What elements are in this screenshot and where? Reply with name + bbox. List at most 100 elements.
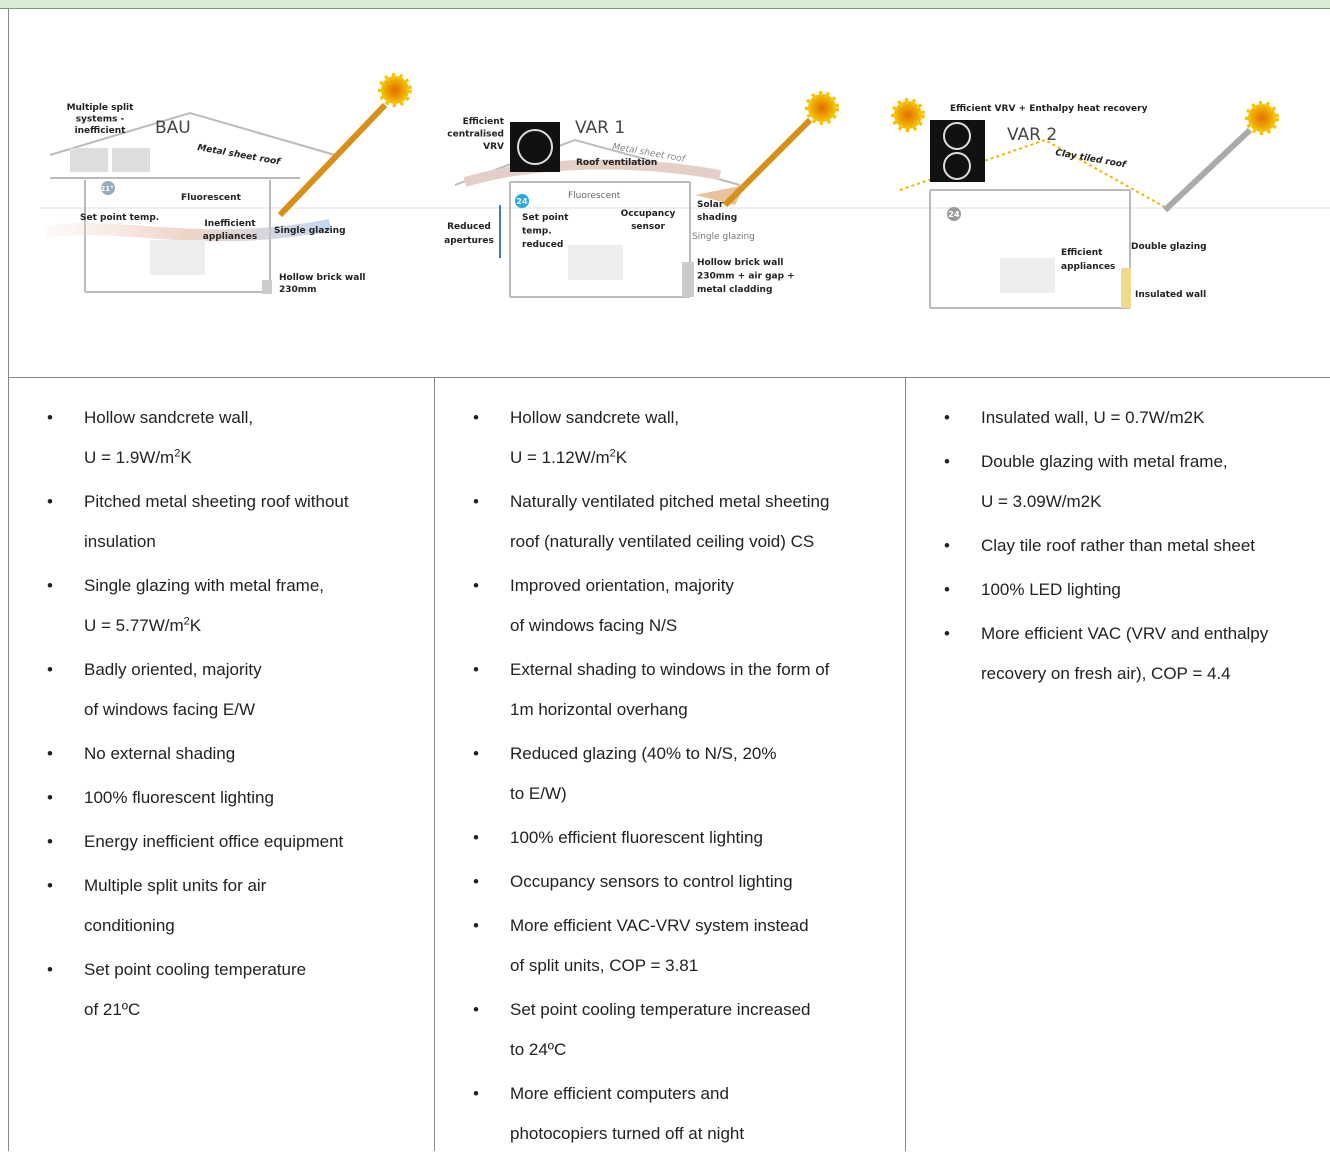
column: Hollow sandcrete wall,U = 1.9W/m2KPitche… — [8, 378, 434, 1151]
bullet-line: Naturally ventilated pitched metal sheet… — [510, 492, 830, 511]
bullet-line: U = 5.77W/m2K — [84, 606, 434, 646]
sun-ray — [277, 102, 388, 218]
bullet-line: More efficient VAC (VRV and enthalpy — [981, 624, 1269, 643]
var2-house — [929, 189, 1131, 309]
bullet-item: More efficient VAC (VRV and enthalpy reco… — [906, 614, 1330, 694]
bullet-line: recovery on fresh air), COP = 4.4 — [981, 664, 1231, 683]
diagram-label: Occupancy — [621, 209, 676, 219]
thermostat — [947, 207, 961, 221]
bullet-line: Set point cooling temperature increased — [510, 1000, 811, 1019]
wall-sample — [262, 280, 272, 294]
bullet-line: 100% fluorescent lighting — [84, 788, 274, 807]
bullet-line: of split units, COP = 3.81 — [510, 956, 699, 975]
diagram-label: 24 — [516, 197, 528, 206]
split-unit — [70, 148, 108, 172]
bullet-line: insulation — [84, 532, 156, 551]
bullet-line: No external shading — [84, 744, 236, 763]
diagram-label: Hollow brick wall — [697, 258, 784, 268]
bullet-item: Energy inefficient office equipment — [9, 822, 434, 862]
bullet-line: Hollow sandcrete wall, — [84, 408, 254, 427]
bullet-line: External shading to windows in the form … — [510, 660, 830, 679]
superscript: 2 — [609, 447, 616, 460]
diagram-label: Efficient — [1061, 248, 1103, 258]
bullet-line: conditioning — [84, 916, 175, 935]
bullet-line: of 21ºC — [84, 1000, 141, 1019]
bullet-line: Set point cooling temperature — [84, 960, 307, 979]
bullet-line: of windows facing E/W — [84, 700, 256, 719]
diagram-label: apertures — [444, 236, 494, 246]
diagram-label: Fluorescent — [181, 193, 242, 203]
bullet-item: Naturally ventilated pitched metal sheet… — [435, 482, 905, 562]
bullet-item: Clay tile roof rather than metal sheet — [906, 526, 1330, 566]
desk — [1000, 258, 1055, 293]
diagram-label: appliances — [203, 232, 257, 242]
bullet-line: Single glazing with metal frame, — [84, 576, 325, 595]
text-part: U = 5.77W/m — [84, 616, 184, 635]
diagram-label: 24 — [948, 210, 960, 219]
bullet-item: Set point cooling temperature of 21ºC — [9, 950, 434, 1030]
bullet-item: More efficient computers and photocopiers… — [435, 1074, 905, 1154]
diagram-label: Set point temp. — [80, 213, 159, 223]
diagram-label: Efficient — [463, 117, 505, 127]
bullet-item: Single glazing with metal frame, U = 5.77… — [9, 566, 434, 646]
bullet-item: Set point cooling temperature increased t… — [435, 990, 905, 1070]
bullet-item: Occupancy sensors to control lighting — [435, 862, 905, 902]
bullet-item: More efficient VAC-VRV system instead of … — [435, 906, 905, 986]
diagram-label: Inefficient — [204, 219, 256, 229]
thermostat — [101, 181, 115, 195]
bullet-item: Badly oriented, majority of windows facin… — [9, 650, 434, 730]
text-part: U = 1.9W/m — [84, 448, 175, 467]
bullet-line: U = 3.09W/m2K — [981, 492, 1102, 511]
bullet-line: Insulated wall, U = 0.7W/m2K — [981, 408, 1205, 427]
bullet-line: More efficient VAC-VRV system instead — [510, 916, 809, 935]
bullet-line: Reduced glazing (40% to N/S, 20% — [510, 744, 777, 763]
diagram-label: Solar — [697, 200, 724, 210]
diagram-label: Roof ventilation — [576, 158, 657, 168]
diagram-label: appliances — [1061, 262, 1115, 272]
air-flow — [44, 219, 332, 242]
desk — [150, 240, 205, 275]
diagram-label: systems - — [76, 115, 125, 125]
bau-house — [49, 111, 336, 293]
diagram-label: 230mm — [279, 285, 317, 295]
wall-sample — [1121, 268, 1131, 308]
sun — [891, 98, 925, 132]
diagram-label: Clay tiled roof — [1054, 148, 1127, 170]
split-unit — [112, 148, 150, 172]
diagram-label: Fluorescent — [568, 191, 621, 201]
header-strip — [0, 0, 1330, 9]
diagram-title: BAU — [155, 118, 191, 138]
thermostat — [515, 194, 529, 208]
bullet-line: Pitched metal sheeting roof without — [84, 492, 349, 511]
bullet-item: Improved orientation, majority of windows… — [435, 566, 905, 646]
bullet-line: to 24ºC — [510, 1040, 567, 1059]
fan — [943, 152, 971, 180]
bullet-line: Badly oriented, majority — [84, 660, 262, 679]
diagram-label: Single glazing — [274, 226, 346, 236]
superscript: 2 — [183, 615, 190, 628]
diagrams: BAU Multiple split systems -inefficient Met… — [40, 73, 1330, 309]
fan — [943, 122, 971, 150]
bullet-line: to E/W) — [510, 784, 567, 803]
diagram-label: inefficient — [75, 126, 127, 136]
diagram-label: 230mm + air gap + — [697, 272, 795, 282]
wall-sample — [682, 262, 694, 297]
bullet-item: Hollow sandcrete wall, U = 1.12W/m2K — [435, 398, 905, 478]
diagram-label: Single glazing — [692, 232, 755, 242]
sun-ray — [722, 117, 813, 208]
bullet-line: More efficient computers and — [510, 1084, 729, 1103]
bullet-line: U = 1.12W/m2K — [510, 438, 905, 478]
sun-ray — [1162, 127, 1253, 213]
diagram-label: reduced — [522, 240, 563, 250]
bullet-item: Double glazing with metal frame, U = 3.09… — [906, 442, 1330, 522]
bullet-line: 100% LED lighting — [981, 580, 1121, 599]
diagram-label: 21° — [100, 185, 113, 193]
diagram-label: temp. — [522, 227, 552, 237]
bullet-item: 100% efficient fluorescent lighting — [435, 818, 905, 858]
bullet-line: Multiple split units for air — [84, 876, 267, 895]
bullet-line: of windows facing N/S — [510, 616, 678, 635]
bullet-line: Double glazing with metal frame, — [981, 452, 1228, 471]
bullet-item: Hollow sandcrete wall, U = 1.9W/m2K — [9, 398, 434, 478]
bullet-line: Energy inefficient office equipment — [84, 832, 344, 851]
